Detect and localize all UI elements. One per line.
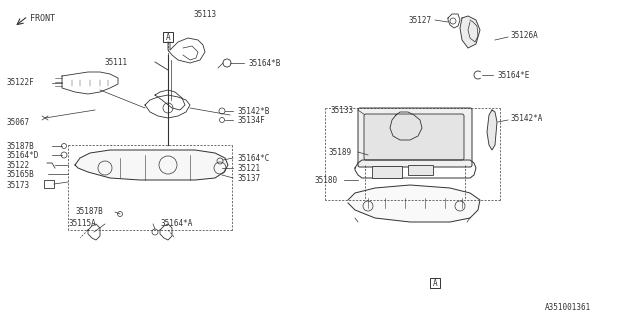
Text: 35134F: 35134F — [237, 116, 265, 124]
Bar — [408, 165, 433, 175]
Polygon shape — [348, 185, 480, 222]
FancyBboxPatch shape — [364, 114, 464, 160]
Text: 35142*A: 35142*A — [510, 114, 542, 123]
Text: 35164*E: 35164*E — [497, 70, 529, 79]
Text: 35067: 35067 — [6, 117, 29, 126]
Text: 35126A: 35126A — [510, 30, 538, 39]
Text: 35164*D: 35164*D — [6, 150, 38, 159]
Text: 35173: 35173 — [6, 180, 29, 189]
Text: 35121: 35121 — [237, 164, 260, 172]
Polygon shape — [460, 16, 480, 48]
Text: A: A — [166, 33, 170, 42]
FancyBboxPatch shape — [358, 108, 472, 167]
Text: 35111: 35111 — [104, 58, 127, 67]
Text: 35187B: 35187B — [6, 141, 34, 150]
Text: FRONT: FRONT — [30, 13, 55, 22]
Text: 35164*C: 35164*C — [237, 154, 269, 163]
Text: 35165B: 35165B — [6, 170, 34, 179]
Polygon shape — [487, 110, 497, 150]
Bar — [372, 166, 402, 178]
Text: 35127: 35127 — [408, 15, 431, 25]
Bar — [430, 278, 440, 288]
Text: 35164*A: 35164*A — [160, 220, 193, 228]
Text: 35133: 35133 — [330, 106, 353, 115]
Text: 35164*B: 35164*B — [248, 59, 280, 68]
Polygon shape — [75, 150, 228, 180]
Bar — [163, 32, 173, 42]
Text: 35122: 35122 — [6, 161, 29, 170]
Text: A: A — [433, 278, 437, 287]
Text: 35180: 35180 — [314, 175, 337, 185]
Text: A351001361: A351001361 — [545, 302, 591, 311]
Bar — [44, 180, 54, 188]
Text: 35137: 35137 — [237, 173, 260, 182]
Text: 35142*B: 35142*B — [237, 107, 269, 116]
Text: 35187B: 35187B — [75, 207, 103, 217]
Text: 35122F: 35122F — [6, 77, 34, 86]
Text: 35189: 35189 — [328, 148, 351, 156]
Text: 35115A: 35115A — [68, 220, 96, 228]
Text: 35113: 35113 — [193, 10, 216, 19]
